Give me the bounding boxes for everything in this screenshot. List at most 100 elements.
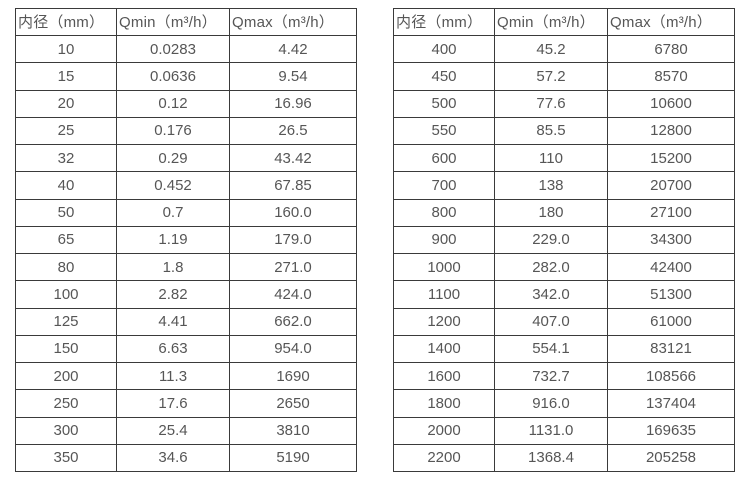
table-cell: 0.176 — [116, 116, 230, 146]
table-cell: 108566 — [607, 361, 735, 391]
table-cell: 271.0 — [229, 252, 357, 282]
table-row: 50 0.7 160.0 — [15, 198, 357, 227]
table-row: 300 25.4 3810 — [15, 416, 357, 445]
table-cell: 110 — [494, 143, 608, 173]
table-cell: 0.7 — [116, 198, 230, 227]
table-cell: 954.0 — [229, 334, 357, 364]
table-cell: 180 — [494, 198, 608, 227]
table-cell: 20 — [15, 89, 117, 118]
table-cell: 0.0636 — [116, 62, 230, 91]
table-cell: 137404 — [607, 389, 735, 418]
table-cell: 250 — [15, 389, 117, 418]
table-cell: 5190 — [229, 443, 357, 473]
table-row: 1200 407.0 61000 — [393, 307, 735, 336]
table-cell: 4.42 — [229, 34, 357, 64]
table-cell: 450 — [393, 62, 495, 91]
table-cell: 1.8 — [116, 252, 230, 282]
table-row: 125 4.41 662.0 — [15, 307, 357, 336]
table-row: 450 57.2 8570 — [393, 62, 735, 91]
table-row: 2200 1368.4 205258 — [393, 443, 735, 473]
table-cell: 10600 — [607, 89, 735, 118]
table-cell: 150 — [15, 334, 117, 364]
table-cell: 10 — [15, 34, 117, 64]
table-cell: 282.0 — [494, 252, 608, 282]
table-cell: 40 — [15, 171, 117, 200]
table-cell: 600 — [393, 143, 495, 173]
table-cell: 2.82 — [116, 280, 230, 309]
table-cell: 85.5 — [494, 116, 608, 146]
header-qmin: Qmin（m³/h） — [116, 8, 230, 36]
table-cell: 57.2 — [494, 62, 608, 91]
table-cell: 200 — [15, 361, 117, 391]
table-cell: 1368.4 — [494, 443, 608, 473]
table-cell: 100 — [15, 280, 117, 309]
table-cell: 916.0 — [494, 389, 608, 418]
table-row: 400 45.2 6780 — [393, 34, 735, 64]
table-cell: 1.19 — [116, 225, 230, 255]
table-cell: 0.0283 — [116, 34, 230, 64]
table-cell: 138 — [494, 171, 608, 200]
table-cell: 80 — [15, 252, 117, 282]
table-cell: 6780 — [607, 34, 735, 64]
table-cell: 83121 — [607, 334, 735, 364]
table-cell: 42400 — [607, 252, 735, 282]
table-cell: 65 — [15, 225, 117, 255]
header-diameter: 内径（mm） — [393, 8, 495, 36]
table-cell: 2650 — [229, 389, 357, 418]
table-cell: 160.0 — [229, 198, 357, 227]
table-cell: 1400 — [393, 334, 495, 364]
table-cell: 500 — [393, 89, 495, 118]
table-row: 2000 1131.0 169635 — [393, 416, 735, 445]
table-cell: 4.41 — [116, 307, 230, 336]
table-cell: 3810 — [229, 416, 357, 445]
table-cell: 400 — [393, 34, 495, 64]
header-diameter: 内径（mm） — [15, 8, 117, 36]
table-cell: 32 — [15, 143, 117, 173]
table-cell: 342.0 — [494, 280, 608, 309]
table-row: 1600 732.7 108566 — [393, 361, 735, 391]
table-cell: 26.5 — [229, 116, 357, 146]
table-row: 20 0.12 16.96 — [15, 89, 357, 118]
table-row: 40 0.452 67.85 — [15, 171, 357, 200]
table-cell: 61000 — [607, 307, 735, 336]
table-cell: 1100 — [393, 280, 495, 309]
table-cell: 125 — [15, 307, 117, 336]
table-cell: 1800 — [393, 389, 495, 418]
table-body-right: 400 45.2 6780 450 57.2 8570 500 77.6 10600 550 85.… — [393, 34, 735, 473]
table-cell: 662.0 — [229, 307, 357, 336]
table-cell: 11.3 — [116, 361, 230, 391]
table-cell: 407.0 — [494, 307, 608, 336]
table-cell: 800 — [393, 198, 495, 227]
table-cell: 2200 — [393, 443, 495, 473]
table-cell: 1600 — [393, 361, 495, 391]
table-row: 1800 916.0 137404 — [393, 389, 735, 418]
flow-table-right: 内径（mm） Qmin（m³/h） Qmax（m³/h） 400 45.2 6780… — [393, 8, 735, 473]
table-row: 600 110 15200 — [393, 143, 735, 173]
table-row: 1000 282.0 42400 — [393, 252, 735, 282]
table-row: 32 0.29 43.42 — [15, 143, 357, 173]
table-cell: 50 — [15, 198, 117, 227]
table-cell: 732.7 — [494, 361, 608, 391]
table-row: 700 138 20700 — [393, 171, 735, 200]
table-row: 1100 342.0 51300 — [393, 280, 735, 309]
table-cell: 6.63 — [116, 334, 230, 364]
table-cell: 51300 — [607, 280, 735, 309]
table-cell: 43.42 — [229, 143, 357, 173]
header-qmax: Qmax（m³/h） — [607, 8, 735, 36]
table-row: 900 229.0 34300 — [393, 225, 735, 255]
table-cell: 229.0 — [494, 225, 608, 255]
table-row: 65 1.19 179.0 — [15, 225, 357, 255]
table-row: 15 0.0636 9.54 — [15, 62, 357, 91]
table-cell: 1000 — [393, 252, 495, 282]
table-cell: 45.2 — [494, 34, 608, 64]
table-row: 350 34.6 5190 — [15, 443, 357, 473]
table-body-left: 10 0.0283 4.42 15 0.0636 9.54 20 0.12 16.96 25 0.1… — [15, 34, 357, 473]
table-row: 100 2.82 424.0 — [15, 280, 357, 309]
table-cell: 8570 — [607, 62, 735, 91]
table-cell: 169635 — [607, 416, 735, 445]
table-cell: 424.0 — [229, 280, 357, 309]
header-qmax: Qmax（m³/h） — [229, 8, 357, 36]
table-cell: 1131.0 — [494, 416, 608, 445]
table-row: 200 11.3 1690 — [15, 361, 357, 391]
